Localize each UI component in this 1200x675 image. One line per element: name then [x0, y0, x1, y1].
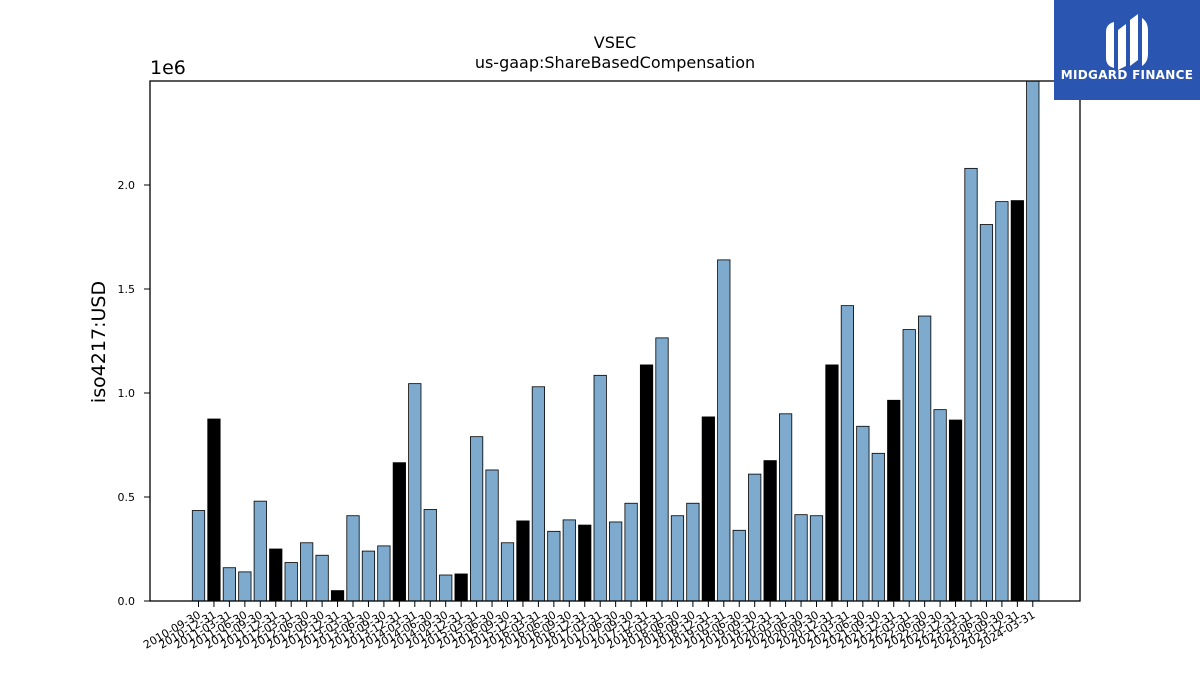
bar-2024-03-31 [1026, 80, 1040, 602]
bar-2014-06-30 [423, 509, 437, 602]
chart-title: VSEC [594, 33, 636, 52]
bar-2017-09-30 [624, 502, 638, 602]
bar-2014-09-30 [439, 574, 453, 602]
y-axis-label: iso4217:USD [88, 281, 110, 403]
bar-2013-09-30 [377, 545, 391, 602]
brand-logo: MIDGARD FINANCE [1054, 0, 1200, 100]
bar-2012-06-30 [300, 542, 314, 602]
bar-2015-12-31 [516, 520, 530, 602]
bar-2019-03-31 [717, 259, 731, 602]
bar-2016-03-31 [531, 386, 546, 602]
midgard-logo-icon [1106, 14, 1148, 70]
bar-2021-03-31 [840, 305, 855, 602]
y-tick-label: 2.0 [118, 179, 136, 192]
bar-2019-12-31 [763, 460, 777, 602]
bar-2013-06-30 [361, 550, 376, 602]
bar-2023-03-31 [964, 167, 978, 602]
bar-2011-06-30 [238, 571, 252, 602]
brand-name: MIDGARD FINANCE [1060, 68, 1194, 82]
bar-2021-06-30 [856, 425, 870, 602]
bar-2013-03-31 [346, 515, 360, 602]
bar-2020-03-31 [779, 413, 793, 602]
y-offset-label: 1e6 [150, 57, 186, 79]
bar-2012-12-31 [330, 590, 345, 602]
bar-2021-09-30 [871, 452, 885, 602]
bar-2014-03-31 [408, 383, 422, 602]
y-tick-label: 1.5 [118, 283, 136, 296]
x-ticks-group: 2010-09-302010-12-312011-03-312011-06-30… [141, 601, 1037, 652]
bar-2020-06-30 [794, 514, 808, 602]
plot-frame [149, 80, 1081, 602]
bar-2018-09-30 [686, 502, 700, 602]
bar-2020-09-30 [809, 515, 824, 602]
chart-subtitle: us-gaap:ShareBasedCompensation [475, 53, 755, 72]
bar-2023-09-30 [995, 201, 1009, 602]
bar-2018-06-30 [670, 515, 685, 602]
bars-group [191, 80, 1040, 602]
bar-2017-03-31 [593, 374, 607, 602]
bar-2011-12-31 [269, 548, 283, 602]
y-tick-label: 0.0 [118, 595, 136, 608]
bar-2015-09-30 [500, 542, 515, 602]
bar-2016-09-30 [562, 519, 576, 602]
bar-2022-06-30 [918, 315, 932, 602]
bar-2017-12-31 [639, 364, 654, 602]
bar-2016-12-31 [578, 524, 592, 602]
bar-2010-12-31 [207, 418, 221, 602]
bar-2019-09-30 [748, 473, 762, 602]
bar-2021-12-31 [887, 399, 901, 602]
y-tick-label: 0.5 [118, 491, 136, 504]
y-tick-label: 1.0 [118, 387, 136, 400]
bar-2012-03-31 [284, 562, 298, 602]
bar-2022-12-31 [948, 419, 963, 602]
bar-2022-03-31 [902, 329, 916, 602]
bar-2023-12-31 [1010, 200, 1024, 602]
y-ticks-group: 0.0 0.5 1.0 1.5 2.0 [118, 179, 150, 608]
bar-2023-06-30 [979, 224, 994, 602]
bar-2022-09-30 [933, 409, 947, 602]
bar-2019-06-30 [732, 529, 746, 602]
bar-2018-03-31 [655, 337, 669, 602]
bar-2014-12-31 [454, 573, 468, 602]
bar-2011-03-31 [222, 567, 236, 602]
bar-2011-09-30 [253, 500, 267, 602]
bar-2013-12-31 [392, 462, 406, 602]
bar-2015-03-31 [469, 436, 484, 602]
bar-2010-09-30 [191, 510, 206, 602]
bar-2020-12-31 [825, 364, 839, 602]
bar-2018-12-31 [701, 416, 715, 602]
bar-2016-06-30 [547, 530, 561, 602]
bar-2012-09-30 [315, 554, 329, 602]
bar-2015-06-30 [485, 469, 499, 602]
bar-2017-06-30 [609, 521, 623, 602]
